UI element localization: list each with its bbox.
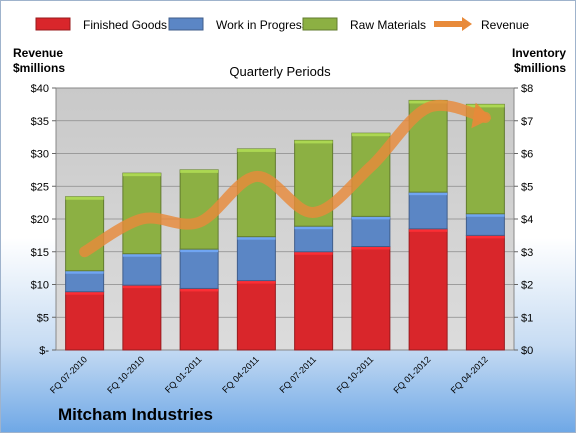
bar-work-in-progress [179, 248, 219, 289]
right-axis-label-line2: $millions [514, 61, 566, 75]
bar-work-in-progress [408, 191, 448, 230]
category-label: FQ 04-2012 [449, 354, 490, 395]
bar-top-highlight [237, 280, 276, 284]
bar-finished-goods [65, 291, 105, 351]
legend-label-work-in-progress: Work in Progress [216, 18, 308, 32]
legend-swatch-finished-goods [35, 17, 71, 31]
bar-top-highlight [351, 133, 390, 137]
bar-work-in-progress [236, 236, 276, 282]
right-tick-label: $6 [521, 149, 533, 161]
bar-top-highlight [237, 148, 276, 152]
bar-top-highlight [409, 228, 448, 232]
category-label: FQ 10-2011 [335, 354, 376, 395]
left-tick-label: $25 [31, 181, 49, 193]
left-tick-label: $30 [31, 149, 49, 161]
bar-finished-goods [465, 234, 505, 351]
legend: Finished Goods Work in Progress Raw Materi… [35, 17, 529, 32]
bar-top-highlight [294, 251, 333, 255]
right-tick-label: $0 [521, 345, 533, 357]
left-tick-label: $10 [31, 280, 49, 292]
category-label: FQ 01-2012 [392, 354, 433, 395]
bar-raw-materials [236, 148, 276, 238]
right-tick-label: $5 [521, 181, 533, 193]
bar-top-highlight [65, 196, 104, 200]
bar-work-in-progress [351, 215, 391, 248]
right-tick-label: $4 [521, 214, 533, 226]
bar-top-highlight [351, 216, 390, 220]
bar-top-highlight [180, 288, 219, 292]
category-label: FQ 10-2010 [105, 354, 146, 395]
left-tick-label: $5 [37, 312, 49, 324]
bar-top-highlight [466, 235, 505, 239]
bar-finished-goods [408, 228, 448, 351]
bar-work-in-progress [465, 213, 505, 236]
left-tick-label: $- [39, 345, 49, 357]
revenue-line [79, 100, 491, 258]
left-axis-label-line1: Revenue [13, 46, 63, 60]
category-label: FQ 04-2011 [220, 354, 261, 395]
bar-top-highlight [409, 192, 448, 196]
bar-finished-goods [351, 246, 391, 351]
right-tick-label: $8 [521, 83, 533, 95]
legend-swatch-raw-materials [302, 17, 338, 31]
left-tick-label: $40 [31, 83, 49, 95]
legend-label-revenue: Revenue [481, 18, 529, 32]
bar-finished-goods [122, 284, 162, 351]
plot-area: $- $0 $5 $1 $10 $2 $15 $3 $20 $4 $25 $5 $30 $6 $35 $7 $4… [31, 83, 534, 395]
category-label: FQ 07-2011 [277, 354, 318, 395]
company-name: Mitcham Industries [58, 405, 213, 424]
right-tick-label: $7 [521, 116, 533, 128]
category-label: FQ 01-2011 [163, 354, 204, 395]
bar-top-highlight [180, 169, 219, 173]
bar-finished-goods [179, 287, 219, 351]
bar-top-highlight [466, 104, 505, 108]
left-tick-label: $20 [31, 214, 49, 226]
legend-label-finished-goods: Finished Goods [83, 18, 167, 32]
bar-finished-goods [236, 280, 276, 351]
left-tick-label: $35 [31, 116, 49, 128]
category-label: FQ 07-2010 [48, 354, 89, 395]
bar-top-highlight [351, 246, 390, 250]
right-tick-label: $3 [521, 247, 533, 259]
bar-work-in-progress [122, 253, 162, 286]
bar-top-highlight [294, 140, 333, 144]
left-tick-label: $15 [31, 247, 49, 259]
bar-top-highlight [180, 249, 219, 253]
bar-top-highlight [122, 285, 161, 289]
bar-work-in-progress [65, 270, 105, 293]
bar-top-highlight [122, 173, 161, 177]
bar-top-highlight [294, 226, 333, 230]
bar-top-highlight [65, 270, 104, 274]
chart-subtitle: Quarterly Periods [229, 64, 331, 79]
right-axis-label-line1: Inventory [512, 46, 566, 60]
bar-top-highlight [466, 213, 505, 217]
left-axis-label-line2: $millions [13, 61, 65, 75]
right-tick-label: $1 [521, 312, 533, 324]
bar-top-highlight [65, 291, 104, 295]
legend-swatch-work-in-progress [168, 17, 204, 31]
revenue-arrowhead [471, 102, 492, 129]
bar-finished-goods [294, 251, 334, 351]
legend-label-raw-materials: Raw Materials [350, 18, 426, 32]
right-tick-label: $2 [521, 280, 533, 292]
bar-top-highlight [122, 253, 161, 257]
bar-top-highlight [237, 236, 276, 240]
bar-raw-materials [65, 196, 105, 272]
legend-arrow-revenue [462, 17, 472, 31]
bar-work-in-progress [294, 225, 334, 253]
